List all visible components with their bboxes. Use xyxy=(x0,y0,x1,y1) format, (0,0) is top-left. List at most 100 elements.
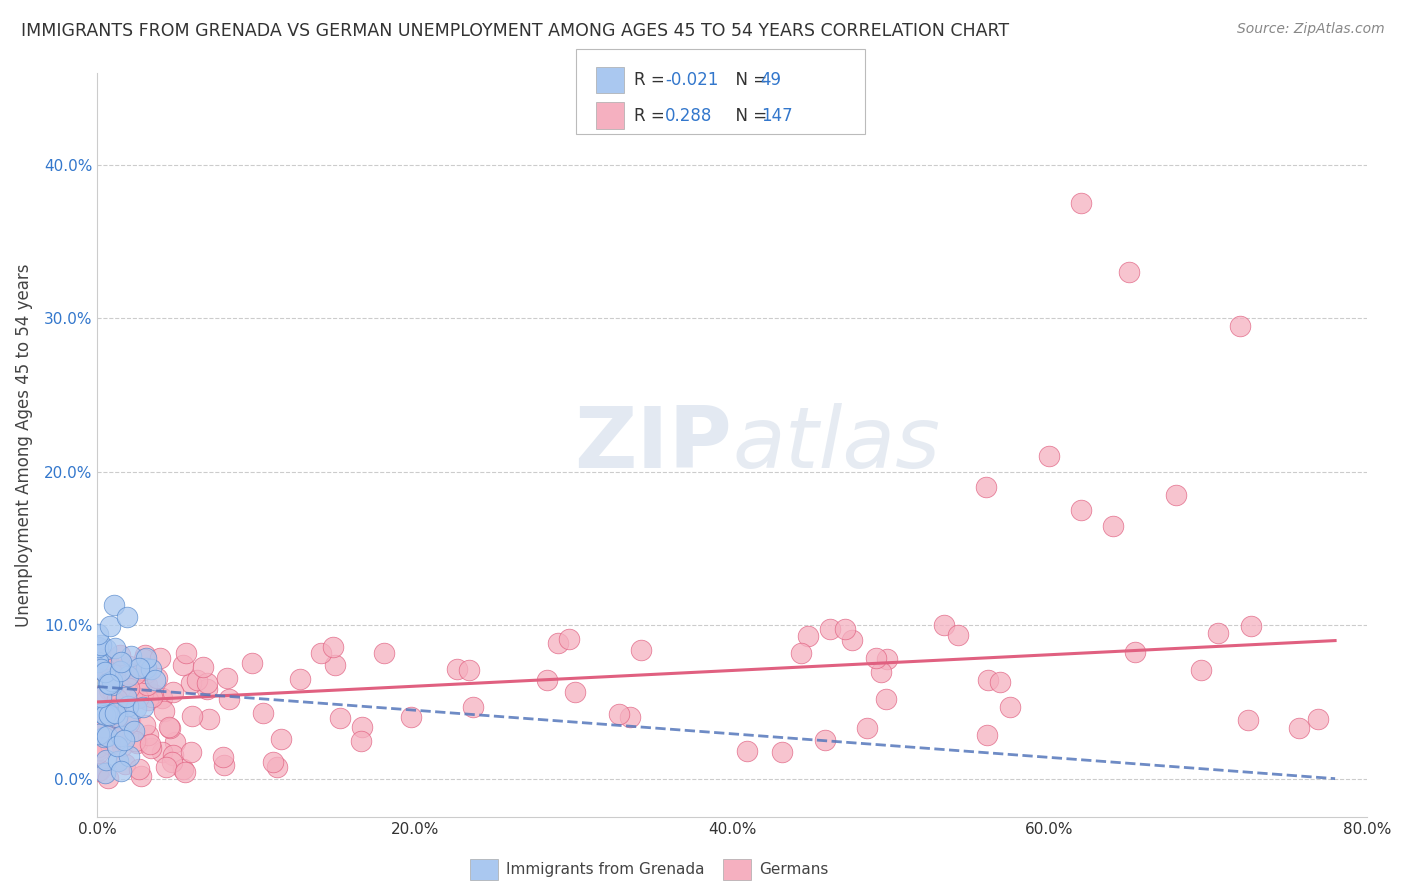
Text: N =: N = xyxy=(725,71,773,89)
Point xyxy=(149,651,172,665)
Point xyxy=(128,661,150,675)
Point xyxy=(977,673,1000,687)
Point xyxy=(87,655,110,669)
Point xyxy=(111,739,134,753)
Point xyxy=(108,664,131,678)
Point xyxy=(191,660,214,674)
Point xyxy=(139,740,162,755)
Text: IMMIGRANTS FROM GRENADA VS GERMAN UNEMPLOYMENT AMONG AGES 45 TO 54 YEARS CORRELA: IMMIGRANTS FROM GRENADA VS GERMAN UNEMPL… xyxy=(21,22,1010,40)
Point xyxy=(262,755,284,769)
Point xyxy=(834,622,856,636)
Point xyxy=(350,720,373,734)
Point xyxy=(87,742,110,756)
Point xyxy=(124,666,146,681)
Point xyxy=(373,646,395,660)
Point xyxy=(103,598,125,612)
Point xyxy=(270,732,292,747)
Point xyxy=(87,627,110,641)
Point xyxy=(1189,663,1212,677)
Point xyxy=(770,745,793,759)
Text: Source: ZipAtlas.com: Source: ZipAtlas.com xyxy=(1237,22,1385,37)
Point xyxy=(252,706,274,720)
Point xyxy=(89,720,111,734)
Text: R =: R = xyxy=(634,71,671,89)
Point xyxy=(110,729,132,743)
Point xyxy=(195,676,218,690)
Point xyxy=(309,646,332,660)
Point xyxy=(97,683,120,698)
Point xyxy=(112,733,135,747)
Point xyxy=(97,677,120,691)
Point xyxy=(114,757,136,772)
Point xyxy=(91,652,114,666)
Point xyxy=(135,661,157,675)
Point xyxy=(93,730,115,744)
Point xyxy=(1306,713,1329,727)
Point xyxy=(350,734,373,748)
Point xyxy=(117,716,139,731)
Point xyxy=(96,652,118,666)
Point xyxy=(619,710,641,724)
Point xyxy=(87,764,110,778)
Point xyxy=(160,755,183,769)
Point xyxy=(735,744,758,758)
Point xyxy=(875,692,897,706)
Point xyxy=(932,617,955,632)
Point xyxy=(856,721,879,735)
Point xyxy=(118,659,141,673)
Point xyxy=(157,720,180,734)
Point xyxy=(1236,713,1258,727)
Point xyxy=(198,712,221,726)
Point xyxy=(153,704,176,718)
Point xyxy=(132,651,155,665)
Point xyxy=(98,723,121,737)
Point xyxy=(104,702,127,716)
Point xyxy=(446,662,468,676)
Point xyxy=(142,687,165,701)
Point xyxy=(841,632,863,647)
Point xyxy=(607,706,630,721)
Point xyxy=(117,714,139,729)
Point xyxy=(195,682,218,697)
Point xyxy=(100,673,122,688)
Point xyxy=(172,658,194,673)
Point xyxy=(96,753,118,767)
Point xyxy=(547,635,569,649)
Point xyxy=(797,629,820,643)
Point xyxy=(463,700,485,714)
Point xyxy=(134,718,156,732)
Point xyxy=(107,701,129,715)
Point xyxy=(117,699,139,714)
Point xyxy=(865,650,887,665)
Point xyxy=(104,717,127,731)
Point xyxy=(1229,319,1251,334)
Point xyxy=(100,725,122,739)
Point xyxy=(115,690,138,704)
Point xyxy=(174,646,197,660)
Point xyxy=(118,713,141,727)
Point xyxy=(288,672,311,686)
Text: -0.021: -0.021 xyxy=(665,71,718,89)
Point xyxy=(90,690,112,704)
Point xyxy=(117,667,139,681)
Point xyxy=(1118,265,1140,279)
Point xyxy=(212,758,235,772)
Point xyxy=(93,660,115,674)
Point xyxy=(104,641,127,656)
Text: N =: N = xyxy=(725,107,773,125)
Point xyxy=(974,480,997,494)
Point xyxy=(90,706,112,720)
Point xyxy=(93,720,115,734)
Point xyxy=(86,740,108,755)
Point xyxy=(96,705,118,719)
Point xyxy=(1206,625,1229,640)
Point xyxy=(101,678,124,692)
Text: ZIP: ZIP xyxy=(575,403,733,486)
Point xyxy=(211,750,233,764)
Text: Immigrants from Grenada: Immigrants from Grenada xyxy=(506,863,704,877)
Point xyxy=(186,673,208,687)
Point xyxy=(458,663,481,677)
Text: R =: R = xyxy=(634,107,671,125)
Point xyxy=(117,748,139,763)
Text: 0.288: 0.288 xyxy=(665,107,713,125)
